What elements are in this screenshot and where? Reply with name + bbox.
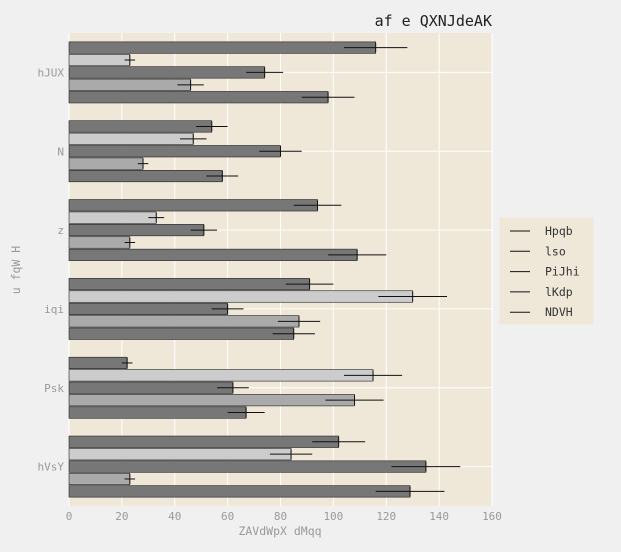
x-tick-label: 0: [66, 510, 73, 523]
bar: [68, 302, 228, 315]
error-bars: [121, 42, 461, 497]
bar: [68, 315, 300, 328]
bar: [68, 91, 329, 104]
bar: [68, 78, 191, 91]
x-tick-labels: 0 20 40 60 80 100 120 140 160: [66, 510, 502, 523]
x-tick-label: 80: [274, 510, 287, 523]
bar: [68, 448, 292, 461]
bar: [68, 435, 339, 448]
bar: [68, 290, 413, 303]
bar: [68, 327, 295, 340]
bar: [68, 66, 265, 79]
y-tick-label: N: [57, 145, 64, 158]
bar: [68, 472, 131, 486]
y-tick-label: hJUX: [38, 66, 65, 79]
bar: [68, 356, 128, 370]
bars: [68, 41, 427, 498]
bar: [68, 248, 358, 261]
bar: [68, 394, 355, 407]
bar: [68, 485, 411, 498]
bar: [68, 460, 427, 473]
bar: [68, 157, 144, 170]
legend-label: lso: [545, 244, 566, 258]
bar: [68, 41, 376, 54]
legend-label: PiJhi: [545, 265, 580, 279]
bar: [68, 236, 131, 249]
x-tick-label: 120: [376, 510, 396, 523]
bar: [68, 369, 374, 382]
y-tick-label: iqi: [44, 303, 64, 316]
y-tick-labels: hJUX Nz iqi Psk hVsY: [38, 66, 65, 473]
bar: [68, 170, 223, 183]
x-tick-label: 100: [323, 510, 343, 523]
x-tick-label: 20: [115, 510, 128, 523]
bar: [68, 211, 157, 224]
bar: [68, 278, 310, 291]
bar: [68, 120, 213, 133]
bar: [68, 406, 247, 419]
x-tick-label: 40: [168, 510, 181, 523]
bar: [68, 381, 234, 394]
legend-label: lKdp: [545, 285, 573, 299]
bar: [68, 132, 194, 145]
legend-box: [499, 217, 594, 325]
x-axis-label: ZAVdWpX dMqq: [238, 524, 321, 538]
legend: Hpqb lso PiJhi lKdp NDVH: [499, 217, 594, 325]
y-tick-label: hVsY: [38, 461, 65, 474]
bar: [68, 224, 205, 237]
legend-label: NDVH: [545, 305, 573, 319]
y-axis-label: u fqW H: [9, 246, 23, 295]
x-tick-label: 160: [482, 510, 502, 523]
y-tick-label: z: [57, 224, 64, 237]
x-tick-label: 140: [429, 510, 449, 523]
x-tick-label: 60: [221, 510, 234, 523]
bar: [68, 145, 281, 158]
y-tick-label: Psk: [44, 382, 64, 395]
bar: [68, 53, 131, 67]
chart-title: af e QXNJdeAK: [375, 12, 492, 30]
legend-label: Hpqb: [545, 224, 573, 238]
bar: [68, 199, 318, 212]
